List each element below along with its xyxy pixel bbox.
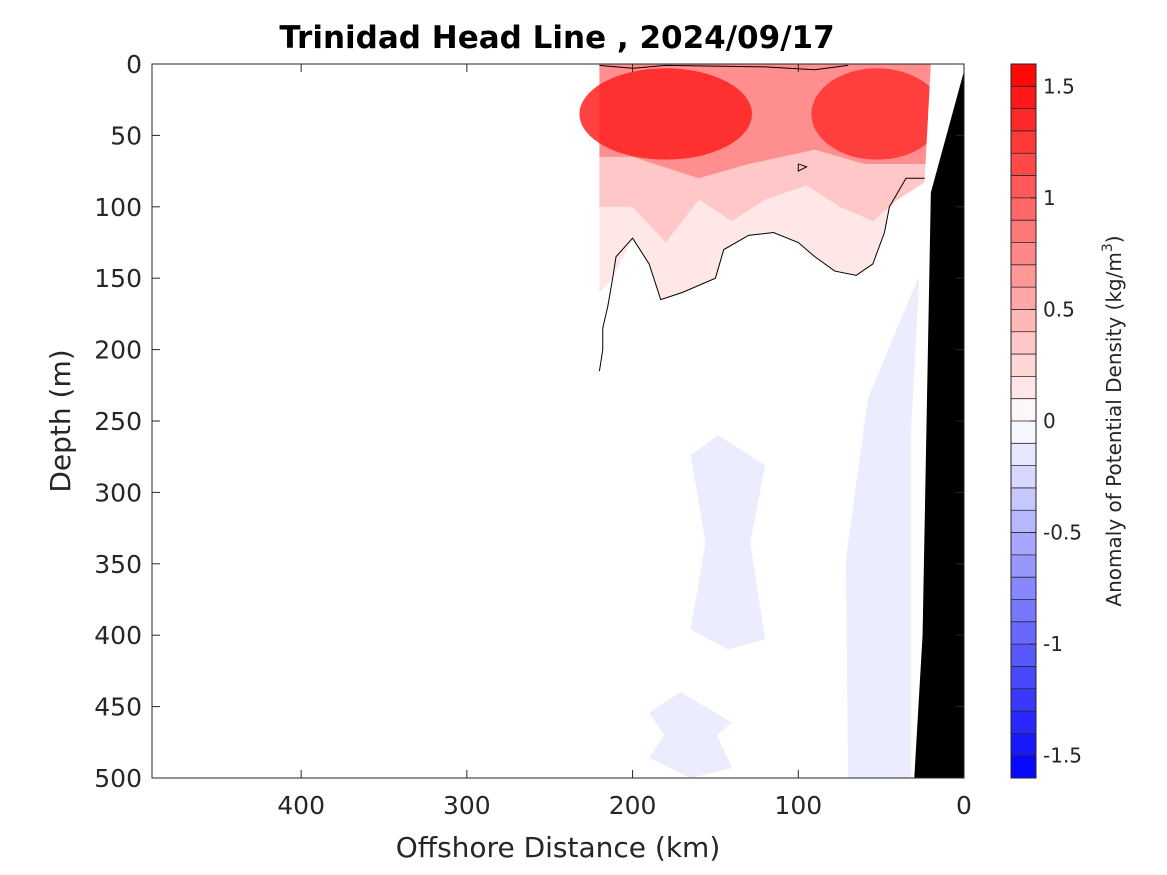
colorbar-label: Anomaly of Potential Density (kg/m3) [1100, 235, 1126, 606]
y-tick-label: 150 [94, 264, 142, 293]
colorbar-segment [1011, 688, 1036, 712]
colorbar-segment [1011, 197, 1036, 221]
y-tick-label: 350 [94, 550, 142, 579]
colorbar-segment [1011, 644, 1036, 667]
y-tick-label: 250 [94, 407, 142, 436]
bathymetry [910, 64, 964, 778]
y-tick-label: 400 [94, 621, 142, 650]
colorbar-segment [1011, 487, 1036, 511]
x-axis: 400 300 200 100 0 [277, 64, 972, 820]
colorbar-segment [1011, 398, 1036, 422]
colorbar-segment [1011, 510, 1036, 534]
colorbar-segment [1011, 733, 1036, 757]
colorbar-segment [1011, 86, 1036, 110]
colorbar-segment [1011, 331, 1036, 355]
y-tick-label: 500 [94, 764, 142, 793]
colorbar-segment [1011, 666, 1036, 690]
zero-contour-line [598, 177, 931, 372]
y-tick-label: 450 [94, 693, 142, 722]
surface-positive-core-nearshore [811, 68, 943, 160]
surface-positive-core-offshore [579, 68, 752, 160]
colorbar-segment [1011, 443, 1036, 467]
y-tick-label: 200 [94, 336, 142, 365]
colorbar-segment [1011, 354, 1036, 377]
colorbar-segment [1011, 599, 1036, 623]
colorbar-segment [1011, 287, 1036, 310]
colorbar-label-close: ) [1102, 235, 1126, 243]
x-tick-label: 300 [443, 791, 491, 820]
x-axis-label: Offshore Distance (km) [396, 831, 721, 864]
negative-slope-band [846, 278, 925, 778]
colorbar-segment [1011, 175, 1036, 199]
colorbar-tick-label: 1 [1043, 186, 1056, 210]
colorbar-segment [1011, 220, 1036, 243]
y-tick-label: 50 [110, 121, 142, 150]
surface-contour-line [599, 64, 849, 71]
colorbar-segment [1011, 64, 1036, 87]
x-tick-label: 100 [774, 791, 822, 820]
colorbar-segment [1011, 130, 1036, 154]
colorbar-tick-label: 0.5 [1043, 297, 1075, 321]
colorbar-tick-label: 1.5 [1043, 74, 1075, 98]
y-axis: 0 50 100 150 200 250 300 350 400 450 500 [94, 50, 964, 793]
x-tick-label: 0 [956, 791, 972, 820]
colorbar-segment [1011, 532, 1036, 556]
colorbar-segment [1011, 465, 1036, 489]
colorbar-tick-label: -0.5 [1043, 521, 1082, 545]
colorbar-segments [1011, 63, 1036, 779]
y-tick-label: 100 [94, 193, 142, 222]
colorbar-segment [1011, 376, 1036, 400]
negative-patch-mid [690, 435, 766, 650]
colorbar: 1.5 1 0.5 0 -0.5 -1 -1.5 [1010, 63, 1082, 779]
zero-contours [598, 64, 931, 372]
chart-title: Trinidad Head Line , 2024/09/17 [279, 20, 834, 56]
colorbar-ticks: 1.5 1 0.5 0 -0.5 -1 -1.5 [1030, 74, 1082, 768]
colorbar-segment [1011, 153, 1036, 177]
colorbar-segment [1011, 755, 1036, 779]
colorbar-segment [1011, 554, 1036, 578]
colorbar-segment [1011, 309, 1036, 333]
colorbar-segment [1011, 577, 1036, 600]
colorbar-segment [1011, 264, 1036, 288]
y-tick-label: 0 [126, 50, 142, 79]
anomaly-field [579, 64, 943, 778]
x-tick-label: 200 [609, 791, 657, 820]
colorbar-segment [1011, 242, 1036, 266]
colorbar-segment [1011, 621, 1036, 645]
seafloor [914, 71, 964, 778]
negative-patch-deep [649, 692, 732, 778]
colorbar-segment [1011, 711, 1036, 734]
y-tick-label: 300 [94, 478, 142, 507]
colorbar-tick-label: -1.5 [1043, 744, 1082, 768]
plot-area: 400 300 200 100 0 0 50 100 150 200 250 300 350 400 45… [94, 50, 972, 820]
y-axis-label: Depth (m) [44, 349, 77, 492]
colorbar-segment [1011, 421, 1036, 444]
colorbar-tick-label: -1 [1043, 632, 1063, 656]
x-tick-label: 400 [277, 791, 325, 820]
colorbar-label-superscript: 3 [1100, 243, 1116, 252]
colorbar-tick-label: 0 [1043, 409, 1056, 433]
small-contour-line [797, 163, 808, 172]
colorbar-segment [1011, 108, 1036, 132]
